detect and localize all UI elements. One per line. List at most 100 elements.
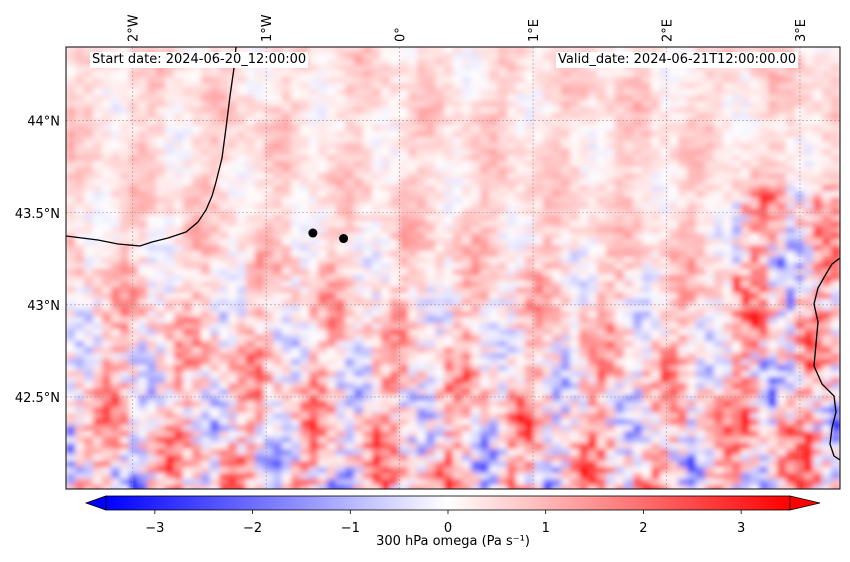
field-cell bbox=[597, 251, 607, 258]
field-cell bbox=[93, 185, 103, 192]
field-cell bbox=[291, 77, 301, 84]
field-cell bbox=[543, 83, 553, 90]
field-cell bbox=[417, 95, 427, 102]
field-cell bbox=[642, 389, 652, 396]
field-cell bbox=[390, 71, 400, 78]
field-cell bbox=[462, 47, 472, 54]
field-cell bbox=[480, 137, 490, 144]
field-cell bbox=[102, 125, 112, 132]
field-cell bbox=[156, 215, 166, 222]
field-cell bbox=[228, 101, 238, 108]
field-cell bbox=[723, 293, 733, 300]
field-cell bbox=[192, 179, 202, 186]
field-cell bbox=[300, 269, 310, 276]
field-cell bbox=[606, 263, 616, 270]
field-cell bbox=[525, 53, 535, 60]
field-cell bbox=[372, 191, 382, 198]
field-cell bbox=[543, 275, 553, 282]
field-cell bbox=[480, 269, 490, 276]
field-cell bbox=[120, 353, 130, 360]
field-cell bbox=[237, 269, 247, 276]
field-cell bbox=[111, 143, 121, 150]
field-cell bbox=[255, 131, 265, 138]
field-cell bbox=[669, 305, 679, 312]
field-cell bbox=[606, 365, 616, 372]
field-cell bbox=[120, 395, 130, 402]
field-cell bbox=[345, 191, 355, 198]
field-cell bbox=[714, 329, 724, 336]
field-cell bbox=[534, 389, 544, 396]
field-cell bbox=[138, 77, 148, 84]
field-cell bbox=[696, 221, 706, 228]
field-cell bbox=[75, 131, 85, 138]
field-cell bbox=[696, 299, 706, 306]
field-cell bbox=[552, 227, 562, 234]
field-cell bbox=[516, 53, 526, 60]
field-cell bbox=[390, 227, 400, 234]
field-cell bbox=[588, 251, 598, 258]
field-cell bbox=[552, 143, 562, 150]
field-cell bbox=[714, 311, 724, 318]
field-cell bbox=[561, 359, 571, 366]
field-cell bbox=[327, 227, 337, 234]
field-cell bbox=[696, 173, 706, 180]
field-cell bbox=[300, 65, 310, 72]
field-cell bbox=[75, 59, 85, 66]
field-cell bbox=[174, 131, 184, 138]
field-cell bbox=[687, 95, 697, 102]
field-cell bbox=[786, 119, 796, 126]
field-cell bbox=[93, 155, 103, 162]
field-cell bbox=[543, 341, 553, 348]
field-cell bbox=[570, 167, 580, 174]
field-cell bbox=[687, 137, 697, 144]
field-cell bbox=[615, 359, 625, 366]
field-cell bbox=[336, 197, 346, 204]
field-cell bbox=[183, 293, 193, 300]
field-cell bbox=[255, 323, 265, 330]
field-cell bbox=[642, 149, 652, 156]
field-cell bbox=[408, 281, 418, 288]
field-cell bbox=[156, 227, 166, 234]
field-cell bbox=[516, 113, 526, 120]
field-cell bbox=[210, 263, 220, 270]
field-cell bbox=[120, 107, 130, 114]
field-cell bbox=[570, 65, 580, 72]
field-cell bbox=[435, 59, 445, 66]
field-cell bbox=[174, 341, 184, 348]
field-cell bbox=[390, 221, 400, 228]
field-cell bbox=[129, 329, 139, 336]
field-cell bbox=[813, 341, 823, 348]
field-cell bbox=[363, 47, 373, 54]
field-cell bbox=[687, 299, 697, 306]
field-cell bbox=[138, 281, 148, 288]
field-cell bbox=[282, 257, 292, 264]
field-cell bbox=[687, 155, 697, 162]
field-cell bbox=[804, 203, 814, 210]
field-cell bbox=[624, 371, 634, 378]
field-cell bbox=[444, 317, 454, 324]
field-cell bbox=[363, 131, 373, 138]
field-cell bbox=[255, 95, 265, 102]
field-cell bbox=[552, 347, 562, 354]
field-cell bbox=[831, 371, 840, 378]
field-cell bbox=[831, 47, 840, 54]
field-cell bbox=[273, 89, 283, 96]
field-cell bbox=[579, 71, 589, 78]
field-cell bbox=[561, 329, 571, 336]
field-cell bbox=[543, 203, 553, 210]
field-cell bbox=[561, 47, 571, 54]
field-cell bbox=[480, 371, 490, 378]
field-cell bbox=[327, 149, 337, 156]
field-cell bbox=[777, 137, 787, 144]
field-cell bbox=[120, 179, 130, 186]
field-cell bbox=[381, 155, 391, 162]
field-cell bbox=[201, 89, 211, 96]
field-cell bbox=[786, 257, 796, 264]
field-cell bbox=[813, 185, 823, 192]
field-cell bbox=[147, 101, 157, 108]
field-cell bbox=[75, 245, 85, 252]
field-cell bbox=[768, 95, 778, 102]
field-cell bbox=[480, 65, 490, 72]
field-cell bbox=[606, 113, 616, 120]
field-cell bbox=[732, 47, 742, 54]
